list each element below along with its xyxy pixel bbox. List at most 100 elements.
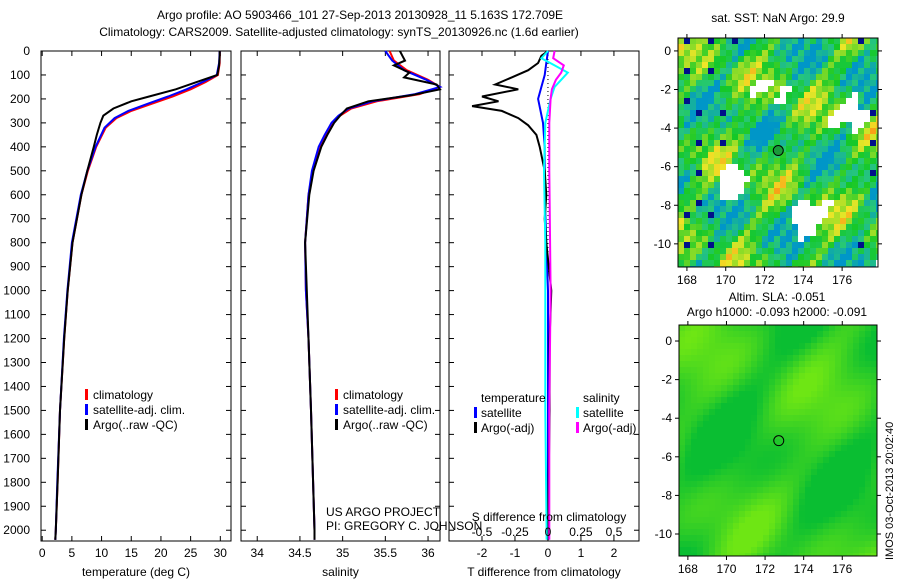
map-cell xyxy=(703,349,709,355)
map-cell xyxy=(876,164,878,170)
map-cell xyxy=(691,529,697,535)
map-cell xyxy=(870,242,876,248)
map-cell xyxy=(822,248,828,254)
map-cell xyxy=(787,541,793,547)
map-cell xyxy=(864,236,870,242)
map-cell xyxy=(709,451,715,457)
map-cell xyxy=(805,385,811,391)
map-cell xyxy=(745,523,751,529)
map-cell xyxy=(750,122,756,128)
map-cell xyxy=(876,206,878,212)
map-cell xyxy=(697,481,703,487)
map-cell xyxy=(798,242,804,248)
map-cell xyxy=(799,337,805,343)
map-cell xyxy=(847,463,853,469)
map-cell xyxy=(799,397,805,403)
map-cell xyxy=(786,128,792,134)
map-cell xyxy=(744,194,750,200)
map-cell xyxy=(690,242,696,248)
map-cell xyxy=(720,206,726,212)
map-cell xyxy=(858,158,864,164)
map-cell xyxy=(834,122,840,128)
map-cell xyxy=(787,469,793,475)
map-cell xyxy=(823,505,829,511)
map-cell xyxy=(786,170,792,176)
map-cell xyxy=(841,379,847,385)
map-cell xyxy=(720,218,726,224)
map-cell xyxy=(852,104,858,110)
map-cell xyxy=(847,361,853,367)
map-cell xyxy=(799,427,805,433)
map-cell xyxy=(691,469,697,475)
map-cell xyxy=(852,134,858,140)
map-cell xyxy=(847,493,853,499)
map-cell xyxy=(793,343,799,349)
map-cell xyxy=(852,260,858,266)
map-cell xyxy=(811,517,817,523)
map-cell xyxy=(811,499,817,505)
map-cell xyxy=(708,98,714,104)
map-cell xyxy=(720,110,726,116)
map-cell xyxy=(810,104,816,110)
map-cell xyxy=(787,475,793,481)
map-cell xyxy=(739,385,745,391)
map-cell xyxy=(793,361,799,367)
map-cell xyxy=(858,38,864,44)
map-cell xyxy=(817,547,823,553)
map-cell xyxy=(685,403,691,409)
map-cell xyxy=(792,134,798,140)
map-cell xyxy=(871,343,877,349)
map-cell xyxy=(858,164,864,170)
map-cell xyxy=(768,206,774,212)
map-cell xyxy=(780,104,786,110)
map-cell xyxy=(798,230,804,236)
map-cell xyxy=(745,325,751,331)
map-cell xyxy=(865,397,871,403)
map-cell xyxy=(733,421,739,427)
map-cell xyxy=(792,194,798,200)
map-cell xyxy=(774,68,780,74)
map-cell xyxy=(823,463,829,469)
map-cell xyxy=(823,547,829,553)
map-cell xyxy=(780,248,786,254)
map-cell xyxy=(678,224,684,230)
map-cell xyxy=(696,206,702,212)
map-cell xyxy=(763,349,769,355)
map-cell xyxy=(751,547,757,553)
map-cell xyxy=(864,200,870,206)
map-cell xyxy=(792,68,798,74)
map-cell xyxy=(864,182,870,188)
map-cell xyxy=(852,224,858,230)
map-cell xyxy=(684,176,690,182)
map-cell xyxy=(708,218,714,224)
map-cell xyxy=(709,337,715,343)
lat-tick-label: 0 xyxy=(664,44,671,58)
map-cell xyxy=(763,529,769,535)
map-cell xyxy=(852,176,858,182)
map-cell xyxy=(822,98,828,104)
map-cell xyxy=(732,146,738,152)
map-cell xyxy=(696,110,702,116)
map-cell xyxy=(709,487,715,493)
map-cell xyxy=(870,170,876,176)
map-cell xyxy=(714,182,720,188)
map-cell xyxy=(732,164,738,170)
map-cell xyxy=(811,553,817,556)
map-cell xyxy=(799,547,805,553)
map-cell xyxy=(799,343,805,349)
map-cell xyxy=(696,200,702,206)
map-cell xyxy=(739,379,745,385)
map-cell xyxy=(756,194,762,200)
map-cell xyxy=(732,86,738,92)
map-cell xyxy=(864,248,870,254)
map-cell xyxy=(696,134,702,140)
map-cell xyxy=(721,499,727,505)
map-cell xyxy=(763,403,769,409)
map-cell xyxy=(762,134,768,140)
map-cell xyxy=(793,505,799,511)
map-cell xyxy=(685,391,691,397)
map-cell xyxy=(679,535,685,541)
map-cell xyxy=(751,463,757,469)
map-cell xyxy=(786,116,792,122)
map-cell xyxy=(834,38,840,44)
